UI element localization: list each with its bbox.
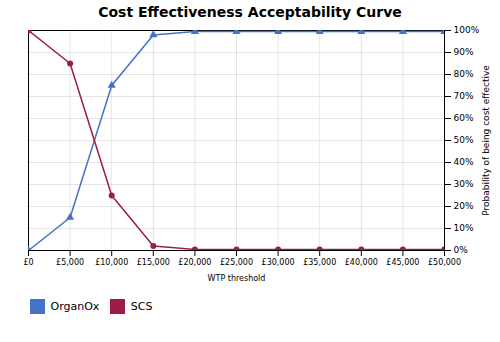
html-text:SCS: SCS bbox=[130, 300, 153, 313]
svg-text:60%: 60% bbox=[454, 113, 474, 123]
svg-text:0%: 0% bbox=[454, 245, 469, 255]
svg-text:£15,000: £15,000 bbox=[137, 258, 170, 267]
svg-text:90%: 90% bbox=[454, 47, 474, 57]
svg-text:£5,000: £5,000 bbox=[56, 258, 84, 267]
svg-text:£40,000: £40,000 bbox=[345, 258, 378, 267]
svg-text:£45,000: £45,000 bbox=[386, 258, 419, 267]
svg-text:£0: £0 bbox=[23, 258, 33, 267]
svg-text:30%: 30% bbox=[454, 179, 474, 189]
svg-text:70%: 70% bbox=[454, 91, 474, 101]
svg-text:£35,000: £35,000 bbox=[303, 258, 336, 267]
html-text:Cost Effectiveness Acceptabili: Cost Effectiveness Acceptability Curve bbox=[98, 4, 402, 20]
svg-text:10%: 10% bbox=[454, 223, 474, 233]
svg-text:£50,000: £50,000 bbox=[428, 258, 461, 267]
svg-text:£25,000: £25,000 bbox=[220, 258, 253, 267]
svg-text:WTP threshold: WTP threshold bbox=[208, 274, 266, 283]
svg-text:40%: 40% bbox=[454, 157, 474, 167]
svg-text:80%: 80% bbox=[454, 69, 474, 79]
svg-text:£20,000: £20,000 bbox=[178, 258, 211, 267]
svg-text:Probability of being cost effe: Probability of being cost effective bbox=[481, 65, 491, 216]
svg-text:20%: 20% bbox=[454, 201, 474, 211]
svg-text:£10,000: £10,000 bbox=[95, 258, 128, 267]
svg-text:50%: 50% bbox=[454, 135, 474, 145]
html-text:OrganOx: OrganOx bbox=[50, 300, 100, 313]
svg-text:£30,000: £30,000 bbox=[262, 258, 295, 267]
svg-text:100%: 100% bbox=[454, 25, 480, 35]
